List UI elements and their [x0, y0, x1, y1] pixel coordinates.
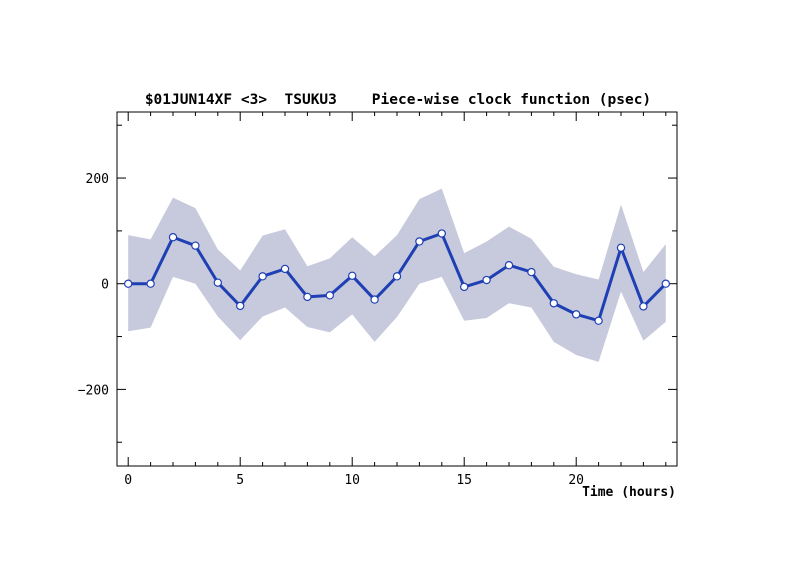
x-tick-label: 20 — [568, 473, 584, 488]
data-point — [168, 233, 178, 242]
data-point — [235, 301, 245, 311]
y-tick-label: 0 — [101, 278, 109, 293]
x-axis-label: Time (hours) — [582, 485, 676, 500]
data-point — [258, 272, 267, 281]
data-point — [482, 275, 491, 285]
data-point — [415, 237, 424, 246]
chart-title: $01JUN14XF <3> TSUKU3 Piece-wise clock f… — [145, 92, 651, 108]
data-point — [348, 271, 357, 280]
data-point — [594, 316, 603, 325]
y-tick-label: 200 — [86, 172, 109, 187]
data-point — [303, 292, 312, 302]
x-tick-label: 5 — [236, 473, 244, 488]
data-point — [504, 261, 514, 270]
data-point — [527, 267, 536, 277]
data-point — [370, 295, 379, 304]
data-point — [549, 299, 559, 308]
data-point — [460, 282, 469, 292]
data-point — [280, 264, 290, 274]
x-tick-label: 15 — [456, 473, 472, 488]
data-point — [661, 279, 671, 288]
data-point — [146, 279, 155, 288]
data-point — [572, 310, 581, 319]
x-tick-label: 10 — [344, 473, 360, 488]
data-point — [213, 278, 222, 287]
plot-area: 0 5 10 15 20 −200 0 200 — [78, 111, 678, 488]
data-point — [437, 229, 446, 238]
data-point — [616, 243, 626, 252]
data-point — [639, 302, 648, 311]
x-tick-label: 0 — [124, 473, 132, 488]
data-point — [191, 241, 200, 250]
data-point — [123, 279, 133, 288]
data-point — [392, 272, 402, 281]
data-point — [325, 291, 334, 300]
y-tick-label: −200 — [78, 383, 109, 398]
